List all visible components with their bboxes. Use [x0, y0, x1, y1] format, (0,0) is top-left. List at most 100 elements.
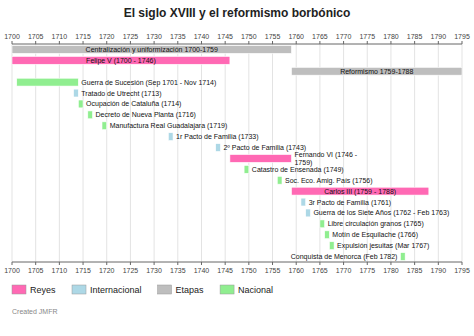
legend-swatch	[158, 285, 172, 294]
tick	[130, 262, 131, 265]
tick	[225, 41, 226, 44]
tick	[83, 41, 84, 44]
tick	[414, 41, 415, 44]
grid-line	[35, 44, 36, 262]
x-axis: 1700170517101715172017251730173517401745…	[4, 33, 470, 274]
tick-label: 1730	[146, 33, 162, 40]
bar-label: Manufactura Real Guadalajara (1719)	[110, 122, 228, 130]
bar-label: Catastro de Ensenada (1749)	[252, 166, 344, 174]
tick	[390, 262, 391, 265]
tick-label: 1765	[312, 267, 328, 274]
tick-label: 1780	[383, 33, 399, 40]
tick-label: 1735	[170, 267, 186, 274]
grid-line	[367, 44, 368, 262]
tick-label: 1740	[194, 33, 210, 40]
bar	[306, 209, 311, 217]
bar	[320, 220, 325, 228]
tick-label: 1700	[4, 33, 20, 40]
bar	[277, 176, 282, 184]
tick	[438, 41, 439, 44]
tick-label: 1770	[336, 33, 352, 40]
tick-label: 1760	[288, 267, 304, 274]
tick	[12, 41, 13, 44]
bar	[216, 144, 221, 152]
tick	[59, 262, 60, 265]
bar-label: 3r Pacto de Familia (1761)	[309, 199, 391, 207]
tick	[296, 41, 297, 44]
title: El siglo XVIII y el reformismo borbónico	[124, 6, 351, 20]
bar-label: Centralización y uniformización 1700-175…	[86, 46, 218, 54]
grid-line	[59, 44, 60, 262]
grid-line	[201, 44, 202, 262]
tick	[106, 41, 107, 44]
legend: ReyesInternacionalEtapasNacional	[12, 285, 273, 295]
bar	[78, 100, 83, 108]
tick	[201, 262, 202, 265]
bar-label: Guerra de Sucesión (Sep 1701 - Nov 1714)	[81, 79, 216, 87]
tick	[319, 262, 320, 265]
bar	[325, 231, 330, 239]
tick-label: 1750	[241, 267, 257, 274]
tick	[177, 262, 178, 265]
grid-line	[438, 44, 439, 262]
tick	[130, 41, 131, 44]
tick-label: 1775	[359, 267, 375, 274]
tick	[319, 41, 320, 44]
bar-label: Conquista de Menorca (Feb 1782)	[291, 253, 398, 261]
legend-label: Etapas	[176, 285, 205, 295]
tick-label: 1735	[170, 33, 186, 40]
tick	[83, 262, 84, 265]
tick	[154, 41, 155, 44]
tick	[343, 262, 344, 265]
bar	[400, 253, 405, 261]
chart: El siglo XVIII y el reformismo borbónico…	[0, 0, 474, 336]
bar-label: Fernando VI (1746 -1759)	[294, 151, 357, 167]
tick	[59, 41, 60, 44]
tick	[367, 41, 368, 44]
bar-label: Tratado de Utrecht (1713)	[81, 90, 161, 98]
tick	[248, 41, 249, 44]
tick-label: 1780	[383, 267, 399, 274]
tick-label: 1765	[312, 33, 328, 40]
tick-label: 1740	[194, 267, 210, 274]
bar-label: Motín de Esquilache (1766)	[332, 231, 418, 239]
tick-label: 1705	[28, 267, 44, 274]
tick-label: 1755	[265, 33, 281, 40]
bar-label: Reformismo 1759-1788	[340, 68, 413, 75]
tick	[12, 262, 13, 265]
tick	[177, 41, 178, 44]
tick	[106, 262, 107, 265]
grid-line	[462, 44, 463, 262]
grid-line	[106, 44, 107, 262]
tick	[248, 262, 249, 265]
tick-label: 1725	[123, 33, 139, 40]
legend-label: Nacional	[238, 285, 273, 295]
bar	[230, 155, 292, 163]
tick-label: 1790	[431, 267, 447, 274]
legend-swatch	[12, 285, 26, 294]
tick-label: 1760	[288, 33, 304, 40]
bar	[291, 67, 462, 75]
bar-label: Felipe V (1700 - 1746)	[86, 57, 156, 65]
bar-label: Decreto de Nueva Planta (1716)	[96, 111, 196, 119]
tick-label: 1755	[265, 267, 281, 274]
tick-label: 1710	[52, 267, 68, 274]
bars	[12, 46, 462, 261]
grid-line	[12, 44, 13, 262]
grid-line	[225, 44, 226, 262]
grid-line	[272, 44, 273, 262]
bar-label: Soc. Eco. Amig. País (1756)	[285, 177, 373, 185]
bar	[17, 78, 79, 86]
bar-label: Guerra de los Siete Años (1762 - Feb 176…	[313, 209, 449, 217]
tick-label: 1795	[454, 267, 470, 274]
tick	[390, 41, 391, 44]
bar-label: Expulsión jesuitas (Mar 1767)	[337, 242, 429, 250]
bar-label: Carlos III (1759 - 1788)	[324, 188, 396, 196]
legend-label: Reyes	[30, 285, 56, 295]
bar	[12, 46, 291, 54]
grid-line	[83, 44, 84, 262]
tick-label: 1700	[4, 267, 20, 274]
tick	[438, 262, 439, 265]
grid-line	[177, 44, 178, 262]
tick	[201, 41, 202, 44]
